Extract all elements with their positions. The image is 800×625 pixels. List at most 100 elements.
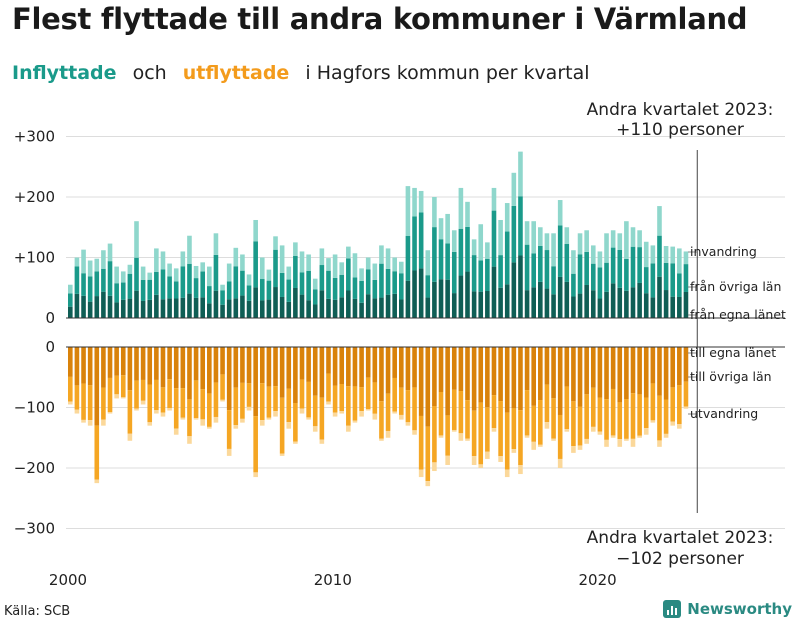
inflow-immigration-bar [385, 248, 391, 269]
outflow-other-county-bar [293, 403, 298, 442]
inflow-other-county-bar [544, 250, 550, 289]
inflow-other-county-bar [577, 254, 583, 294]
outflow-other-county-bar [114, 375, 119, 395]
outflow-other-county-bar [187, 399, 192, 437]
newsworthy-brand[interactable]: Newsworthy [663, 600, 792, 618]
outflow-emigration-bar [365, 409, 371, 411]
inflow-immigration-bar [584, 230, 589, 252]
inflow-own-county-bar [359, 302, 364, 318]
y-tick-label: +300 [14, 128, 55, 146]
outflow-other-county-bar [412, 387, 417, 431]
inflow-own-county-bar [319, 290, 325, 318]
outflow-own-county-bar [372, 347, 378, 383]
outflow-emigration-bar [379, 438, 384, 441]
outflow-emigration-bar [120, 397, 126, 399]
outflow-other-county-bar [590, 387, 596, 427]
inflow-immigration-bar [286, 266, 292, 280]
outflow-other-county-bar [432, 406, 437, 463]
inflow-immigration-bar [657, 206, 662, 236]
outflow-emigration-bar [557, 458, 563, 468]
inflow-own-county-bar [101, 291, 106, 318]
outflow-own-county-bar [637, 347, 642, 395]
outflow-other-county-bar [213, 382, 219, 417]
inflow-other-county-bar [140, 279, 146, 301]
y-tick-label: +100 [14, 249, 55, 267]
legend-label-emigration: utvandring [690, 406, 758, 421]
inflow-own-county-bar [445, 279, 450, 318]
inflow-own-county-bar [154, 294, 159, 318]
inflow-own-county-bar [266, 299, 272, 318]
outflow-own-county-bar [107, 347, 113, 378]
inflow-immigration-bar [107, 243, 113, 262]
outflow-other-county-bar [140, 379, 146, 401]
annotation-bottom-line1: Andra kvartalet 2023: [587, 528, 774, 548]
outflow-own-county-bar [610, 347, 616, 389]
outflow-other-county-bar [365, 377, 371, 410]
outflow-own-county-bar [134, 347, 139, 381]
outflow-own-county-bar [68, 347, 73, 377]
outflow-other-county-bar [399, 387, 404, 415]
outflow-emigration-bar [253, 472, 258, 478]
outflow-own-county-bar [531, 347, 536, 406]
inflow-other-county-bar [624, 258, 629, 291]
inflow-immigration-bar [405, 186, 411, 237]
outflow-own-county-bar [551, 347, 556, 399]
inflow-immigration-bar [538, 227, 543, 246]
inflow-other-county-bar [405, 236, 411, 281]
outflow-other-county-bar [379, 401, 384, 439]
outflow-other-county-bar [160, 387, 166, 413]
inflow-other-county-bar [511, 205, 517, 263]
outflow-emigration-bar [451, 429, 457, 432]
inflow-other-county-bar [339, 274, 345, 298]
inflow-immigration-bar [471, 239, 477, 256]
inflow-other-county-bar [134, 257, 139, 291]
outflow-own-county-bar [273, 347, 278, 387]
inflow-other-county-bar [68, 293, 73, 307]
inflow-other-county-bar [677, 273, 682, 297]
inflow-own-county-bar [584, 284, 589, 318]
inflow-other-county-bar [597, 267, 603, 299]
outflow-other-county-bar [134, 380, 139, 409]
outflow-emigration-bar [114, 394, 119, 399]
annotation-top-line1: Andra kvartalet 2023: [587, 100, 774, 120]
inflow-immigration-bar [445, 213, 450, 244]
inflow-own-county-bar [134, 290, 139, 318]
inflow-other-county-bar [160, 269, 166, 300]
inflow-own-county-bar [412, 270, 417, 318]
outflow-own-county-bar [577, 347, 583, 407]
outflow-emigration-bar [432, 462, 437, 472]
outflow-own-county-bar [584, 347, 589, 395]
inflow-immigration-bar [551, 233, 556, 267]
inflow-other-county-bar [471, 255, 477, 292]
outflow-emigration-bar [101, 419, 106, 426]
inflow-own-county-bar [432, 281, 437, 318]
outflow-other-county-bar [392, 377, 397, 412]
outflow-other-county-bar [226, 410, 232, 449]
outflow-emigration-bar [551, 438, 556, 441]
outflow-emigration-bar [107, 412, 113, 414]
outflow-other-county-bar [538, 400, 543, 445]
outflow-own-county-bar [81, 347, 86, 384]
outflow-emigration-bar [531, 441, 536, 450]
inflow-own-county-bar [650, 297, 656, 318]
outflow-own-county-bar [491, 347, 497, 396]
inflow-own-county-bar [94, 296, 100, 318]
inflow-immigration-bar [312, 278, 318, 290]
inflow-immigration-bar [68, 284, 73, 294]
outflow-other-county-bar [577, 406, 583, 446]
outflow-own-county-bar [511, 347, 517, 409]
inflow-other-county-bar [425, 275, 431, 298]
outflow-own-county-bar [438, 347, 444, 392]
inflow-own-county-bar [418, 268, 424, 318]
outflow-emigration-bar [299, 408, 305, 414]
inflow-other-county-bar [617, 249, 623, 288]
inflow-immigration-bar [154, 248, 159, 272]
outflow-emigration-bar [571, 446, 576, 453]
outflow-other-county-bar [352, 386, 358, 421]
outflow-other-county-bar [597, 397, 603, 432]
outflow-emigration-bar [624, 438, 629, 441]
inflow-own-county-bar [187, 293, 192, 318]
inflow-immigration-bar [173, 268, 179, 282]
inflow-other-county-bar [365, 269, 371, 295]
inflow-own-county-bar [226, 299, 232, 318]
